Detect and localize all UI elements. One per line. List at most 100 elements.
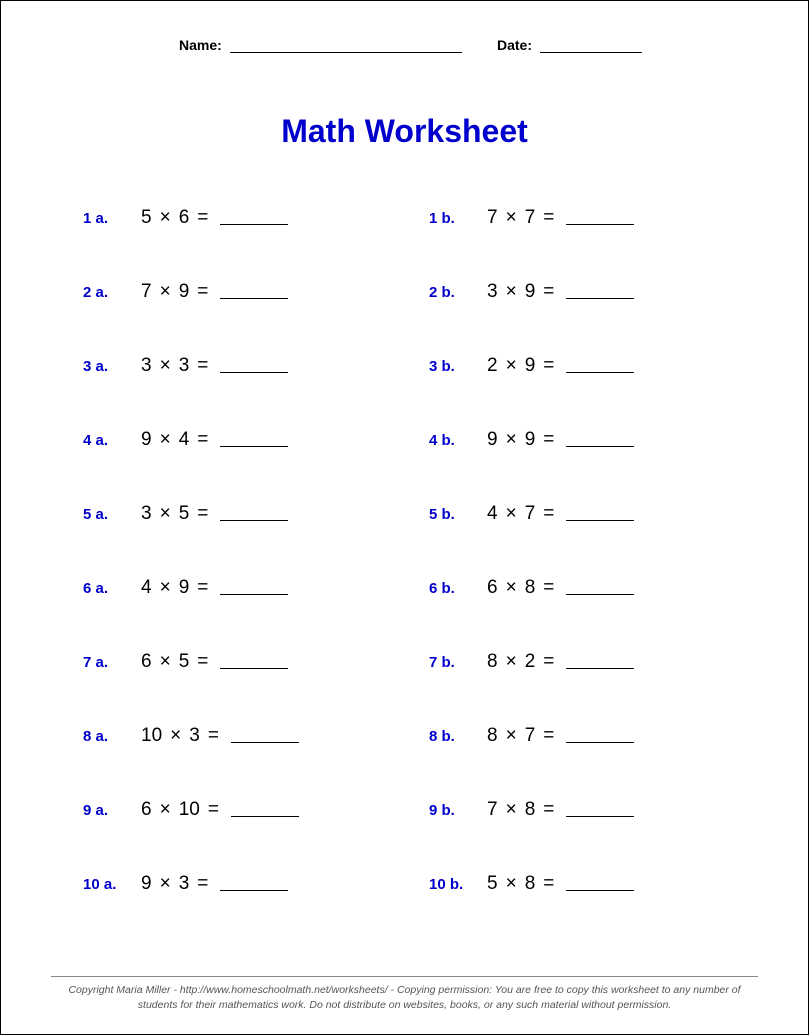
answer-blank-line (231, 803, 299, 817)
problem-label: 10 b. (429, 876, 487, 893)
answer-blank-line (220, 655, 288, 669)
answer-blank-line (566, 581, 634, 595)
equals-sign: = (543, 429, 554, 451)
operand-y: 9 (525, 429, 536, 451)
multiply-icon: × (506, 799, 517, 821)
operand-x: 5 (487, 873, 498, 895)
problem-row: 3 a.3×3=3 b.2×9= (1, 329, 808, 403)
equals-sign: = (543, 799, 554, 821)
equals-sign: = (197, 503, 208, 525)
multiply-icon: × (160, 503, 171, 525)
problem-expression: 5×8= (487, 873, 634, 895)
problem-label: 1 b. (429, 210, 487, 227)
problem-row: 5 a.3×5=5 b.4×7= (1, 477, 808, 551)
operand-y: 7 (525, 503, 536, 525)
problem-cell-b: 4 b.9×9= (429, 403, 759, 477)
problem-label: 3 a. (83, 358, 141, 375)
multiply-icon: × (506, 429, 517, 451)
problem-label: 7 b. (429, 654, 487, 671)
problem-cell-a: 3 a.3×3= (83, 329, 413, 403)
operand-y: 7 (525, 725, 536, 747)
operand-x: 3 (141, 503, 152, 525)
problem-label: 2 b. (429, 284, 487, 301)
problem-cell-a: 9 a.6×10= (83, 773, 413, 847)
problem-row: 1 a.5×6=1 b.7×7= (1, 181, 808, 255)
problem-label: 7 a. (83, 654, 141, 671)
operand-y: 9 (525, 281, 536, 303)
multiply-icon: × (506, 503, 517, 525)
problem-label: 3 b. (429, 358, 487, 375)
equals-sign: = (543, 503, 554, 525)
problem-label: 6 a. (83, 580, 141, 597)
operand-x: 8 (487, 725, 498, 747)
operand-x: 7 (487, 799, 498, 821)
problem-label: 4 b. (429, 432, 487, 449)
problem-cell-a: 10 a.9×3= (83, 847, 413, 921)
operand-y: 5 (179, 503, 190, 525)
multiply-icon: × (160, 651, 171, 673)
answer-blank-line (220, 877, 288, 891)
problem-expression: 9 × 9 = (487, 429, 634, 451)
multiply-icon: × (160, 799, 171, 821)
problem-expression: 3 × 5 = (141, 503, 288, 525)
operand-x: 9 (487, 429, 498, 451)
problem-cell-a: 7 a.6×5= (83, 625, 413, 699)
problem-cell-b: 8 b.8×7= (429, 699, 759, 773)
problem-row: 10 a.9×3= 10 b.5×8= (1, 847, 808, 921)
operand-y: 8 (525, 873, 536, 895)
multiply-icon: × (506, 725, 517, 747)
multiply-icon: × (160, 429, 171, 451)
answer-blank-line (566, 729, 634, 743)
equals-sign: = (197, 355, 208, 377)
operand-y: 10 (179, 799, 200, 821)
answer-blank-line (220, 359, 288, 373)
equals-sign: = (543, 577, 554, 599)
problem-cell-b: 2 b.3×9= (429, 255, 759, 329)
problem-cell-b: 7 b.8×2= (429, 625, 759, 699)
answer-blank-line (220, 581, 288, 595)
problem-label: 10 a. (83, 876, 141, 893)
operand-y: 3 (179, 355, 190, 377)
problem-cell-a: 2 a.7×9= (83, 255, 413, 329)
problem-expression: 9×3= (141, 873, 288, 895)
problem-cell-a: 4 a.9×4= (83, 403, 413, 477)
operand-x: 3 (487, 281, 498, 303)
operand-y: 2 (525, 651, 536, 673)
equals-sign: = (543, 355, 554, 377)
name-block: Name: (179, 37, 462, 53)
equals-sign: = (197, 651, 208, 673)
problem-expression: 6×8= (487, 577, 634, 599)
problem-label: 5 a. (83, 506, 141, 523)
problem-cell-b: 3 b.2×9= (429, 329, 759, 403)
answer-blank-line (566, 211, 634, 225)
problem-expression: 7×8= (487, 799, 634, 821)
answer-blank-line (220, 507, 288, 521)
problem-cell-a: 8 a.10×3= (83, 699, 413, 773)
answer-blank-line (566, 359, 634, 373)
operand-x: 3 (141, 355, 152, 377)
problem-expression: 7×7= (487, 207, 634, 229)
problem-expression: 10×3= (141, 725, 299, 747)
operand-x: 7 (487, 207, 498, 229)
date-label: Date: (497, 37, 532, 53)
worksheet-page: Name: Date: Math Worksheet 1 a.5×6=1 b.7… (0, 0, 809, 1035)
problem-row: 6 a.4×9=6 b.6×8= (1, 551, 808, 625)
operand-x: 4 (487, 503, 498, 525)
multiply-icon: × (160, 281, 171, 303)
multiply-icon: × (506, 207, 517, 229)
problem-label: 9 a. (83, 802, 141, 819)
operand-x: 6 (487, 577, 498, 599)
problem-expression: 8×7= (487, 725, 634, 747)
date-block: Date: (497, 37, 642, 53)
problem-label: 9 b. (429, 802, 487, 819)
problem-cell-a: 6 a.4×9= (83, 551, 413, 625)
equals-sign: = (197, 207, 208, 229)
date-blank-line (540, 39, 642, 53)
problem-cell-b: 1 b.7×7= (429, 181, 759, 255)
problem-expression: 3×9= (487, 281, 634, 303)
answer-blank-line (220, 285, 288, 299)
operand-y: 3 (179, 873, 190, 895)
equals-sign: = (208, 799, 219, 821)
answer-blank-line (566, 803, 634, 817)
answer-blank-line (220, 433, 288, 447)
